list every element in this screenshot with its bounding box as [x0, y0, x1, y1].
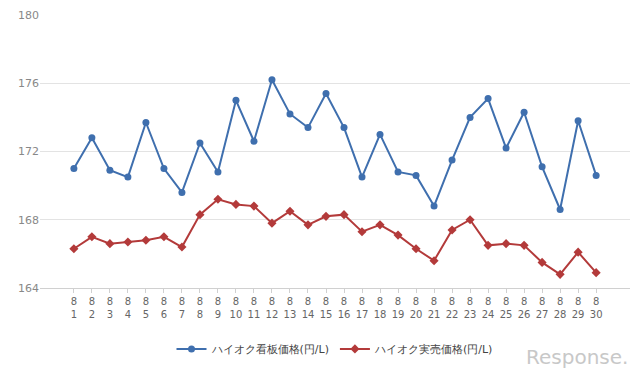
- svg-text:810: 810: [230, 296, 243, 320]
- svg-text:829: 829: [572, 296, 585, 320]
- svg-text:826: 826: [518, 296, 531, 320]
- svg-text:164: 164: [18, 282, 39, 295]
- svg-text:180: 180: [18, 9, 39, 22]
- svg-text:176: 176: [18, 77, 39, 90]
- svg-text:822: 822: [446, 296, 459, 320]
- svg-text:88: 88: [197, 296, 203, 320]
- svg-text:830: 830: [590, 296, 603, 320]
- svg-text:86: 86: [161, 296, 167, 320]
- svg-text:819: 819: [392, 296, 405, 320]
- svg-text:815: 815: [320, 296, 333, 320]
- svg-text:85: 85: [143, 296, 149, 320]
- svg-text:813: 813: [284, 296, 297, 320]
- svg-text:172: 172: [18, 145, 39, 158]
- svg-text:823: 823: [464, 296, 477, 320]
- svg-text:817: 817: [356, 296, 369, 320]
- svg-text:816: 816: [338, 296, 351, 320]
- svg-text:168: 168: [18, 214, 39, 227]
- svg-text:821: 821: [428, 296, 441, 320]
- svg-text:828: 828: [554, 296, 567, 320]
- svg-text:87: 87: [179, 296, 185, 320]
- svg-text:83: 83: [107, 296, 113, 320]
- svg-text:811: 811: [248, 296, 261, 320]
- svg-text:824: 824: [482, 296, 495, 320]
- svg-text:814: 814: [302, 296, 315, 320]
- svg-text:818: 818: [374, 296, 387, 320]
- svg-text:89: 89: [215, 296, 221, 320]
- svg-text:812: 812: [266, 296, 279, 320]
- svg-text:820: 820: [410, 296, 423, 320]
- svg-text:84: 84: [125, 296, 131, 320]
- svg-text:81: 81: [71, 296, 77, 320]
- svg-text:ハイオク実売価格(円/L): ハイオク実売価格(円/L): [374, 343, 492, 356]
- svg-text:825: 825: [500, 296, 513, 320]
- svg-text:827: 827: [536, 296, 549, 320]
- svg-text:ハイオク看板価格(円/L): ハイオク看板価格(円/L): [211, 343, 329, 356]
- svg-text:Response.: Response.: [526, 345, 628, 369]
- svg-text:82: 82: [89, 296, 95, 320]
